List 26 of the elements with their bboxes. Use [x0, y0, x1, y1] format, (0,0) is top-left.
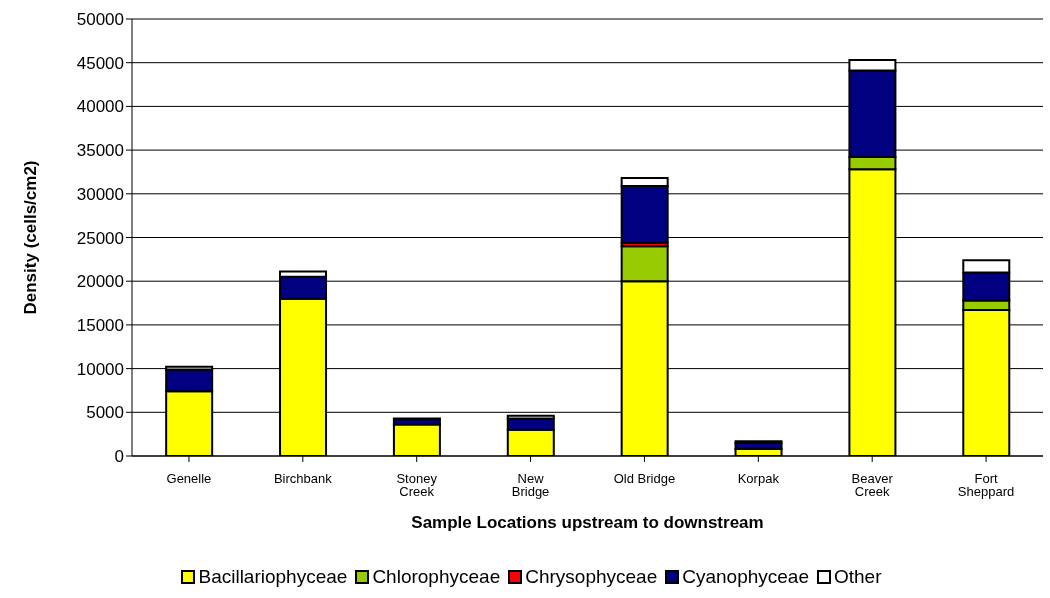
y-tick-label: 5000	[86, 403, 124, 423]
y-axis-title: Density (cells/cm2)	[21, 160, 41, 315]
x-axis-title: Sample Locations upstream to downstream	[411, 513, 764, 533]
legend-label: Chlorophyceae	[372, 566, 501, 588]
x-tick-label: Stoney Creek	[396, 471, 438, 500]
x-tick-label: Korpak	[737, 471, 780, 487]
x-tick-label: Fort Sheppard	[957, 471, 1015, 500]
x-tick-label: Old Bridge	[613, 471, 676, 487]
y-tick-label: 20000	[76, 272, 124, 292]
legend-label: Chrysophyceae	[525, 566, 658, 588]
y-tick-label: 10000	[76, 359, 124, 379]
x-tick-label: Birchbank	[273, 471, 333, 487]
legend-label: Bacillariophyceae	[198, 566, 348, 588]
y-tick-label: 30000	[76, 184, 124, 204]
y-tick-label: 15000	[76, 315, 124, 335]
legend-label: Cyanophyceae	[682, 566, 809, 588]
legend-label: Other	[834, 566, 882, 588]
x-tick-label: New Bridge	[511, 471, 550, 500]
y-tick-label: 45000	[76, 53, 124, 73]
y-tick-label: 50000	[76, 10, 124, 30]
y-tick-label: 25000	[76, 228, 124, 248]
y-tick-label: 0	[114, 447, 124, 467]
x-tick-label: Beaver Creek	[851, 471, 894, 500]
y-tick-label: 40000	[76, 97, 124, 117]
y-tick-label: 35000	[76, 141, 124, 161]
x-tick-label: Genelle	[166, 471, 212, 487]
